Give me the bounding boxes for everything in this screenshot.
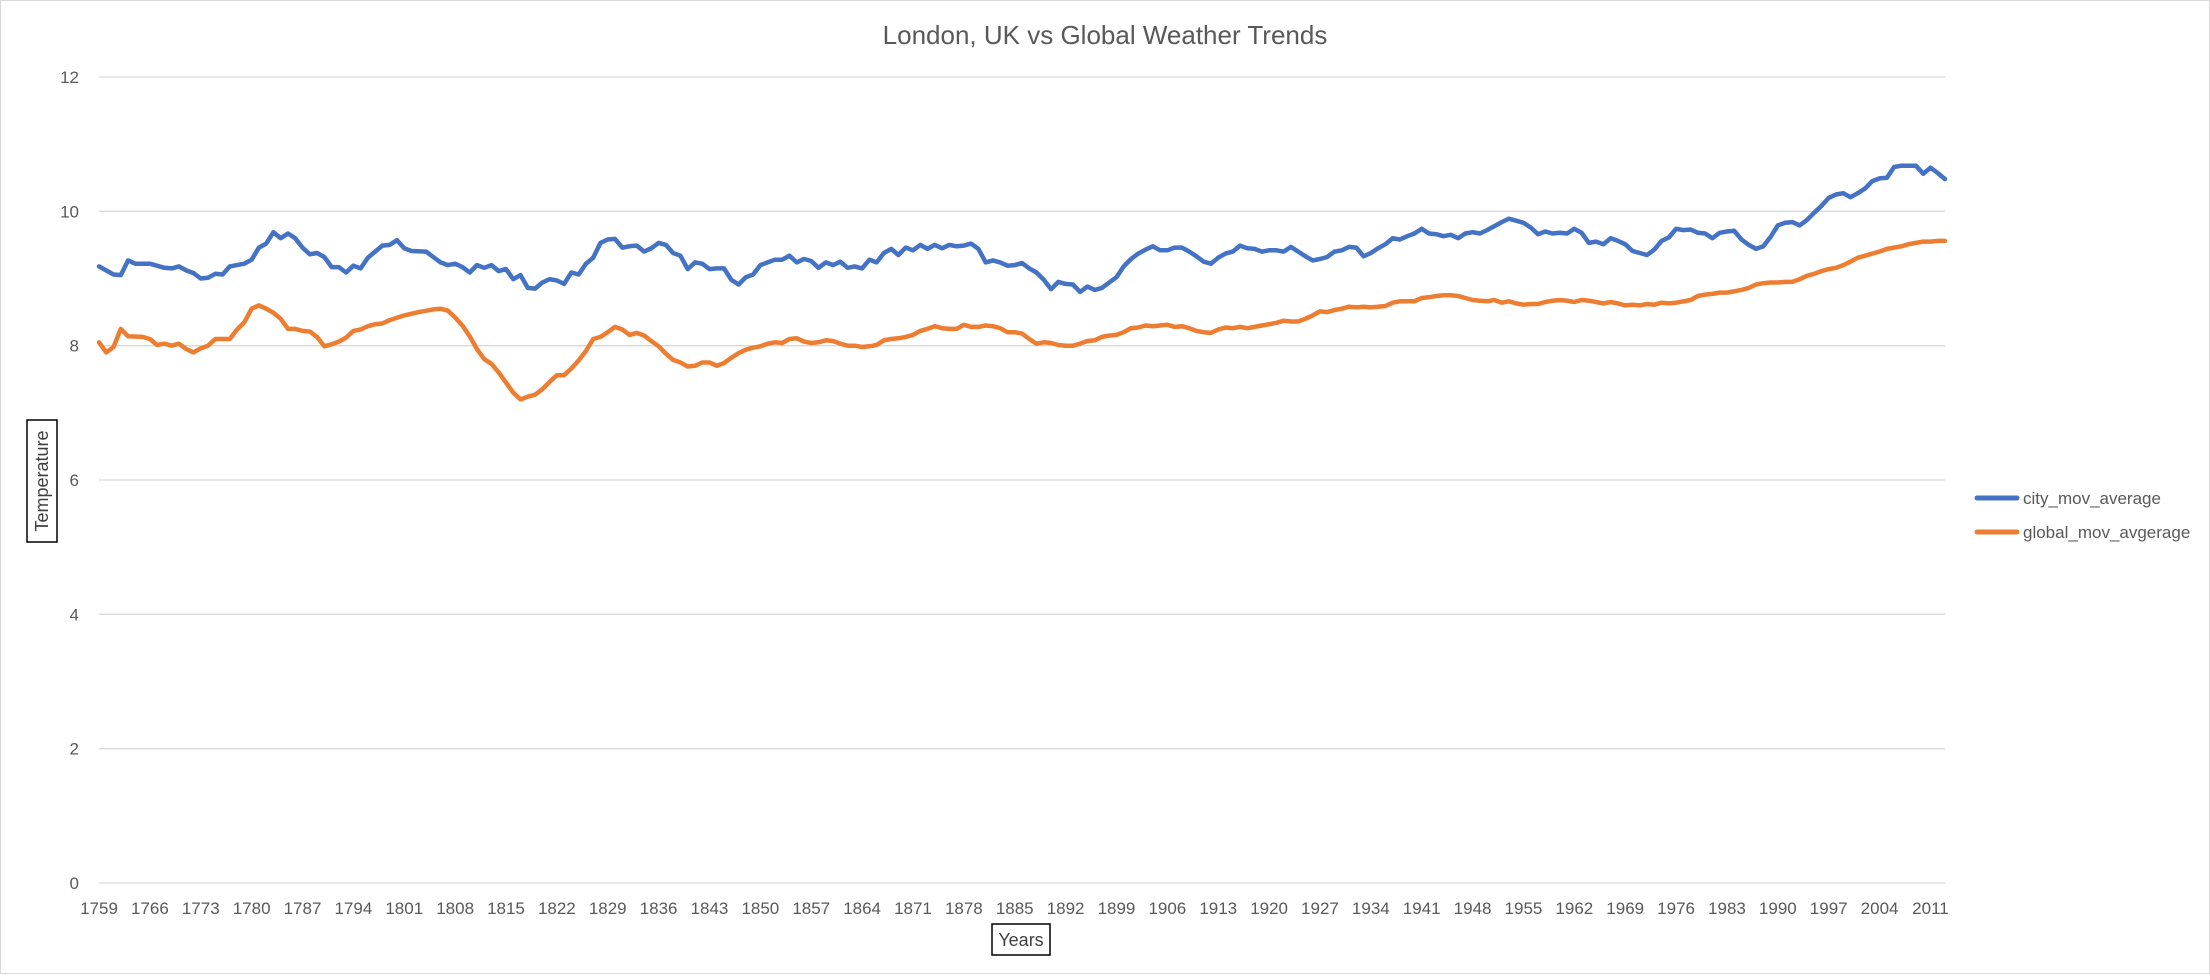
y-tick-label: 12: [60, 68, 79, 87]
x-tick-label: 1850: [741, 899, 779, 918]
x-tick-label: 1899: [1098, 899, 1136, 918]
x-tick-label: 1808: [436, 899, 474, 918]
x-tick-label: 1962: [1555, 899, 1593, 918]
x-tick-label: 1864: [843, 899, 881, 918]
x-axis-ticks: 1759 1766 1773 1780 1787 1794 1801 1808 1815 1822…: [80, 899, 1949, 918]
y-axis-title: Temperature: [32, 430, 52, 531]
x-tick-label: 1871: [894, 899, 932, 918]
x-tick-label: 1955: [1505, 899, 1543, 918]
x-tick-label: 1759: [80, 899, 118, 918]
x-tick-label: 1787: [284, 899, 322, 918]
x-tick-label: 1836: [640, 899, 678, 918]
x-tick-label: 1801: [385, 899, 423, 918]
y-tick-label: 2: [70, 740, 79, 759]
y-tick-label: 6: [70, 471, 79, 490]
x-tick-label: 1878: [945, 899, 983, 918]
x-tick-label: 1983: [1708, 899, 1746, 918]
x-axis-title: Years: [998, 930, 1043, 950]
x-tick-label: 2011: [1912, 899, 1949, 918]
x-axis-title-box: [991, 923, 1051, 956]
series-line-global_mov_avgerage: [96, 238, 1948, 402]
x-tick-label: 1857: [792, 899, 830, 918]
x-tick-label: 1934: [1352, 899, 1390, 918]
x-tick-label: 1948: [1454, 899, 1492, 918]
y-tick-label: 8: [70, 337, 79, 356]
y-tick-label: 0: [70, 874, 79, 893]
x-tick-label: 1927: [1301, 899, 1339, 918]
series-line-city_mov_average: [96, 163, 1948, 295]
x-tick-label: 1920: [1250, 899, 1288, 918]
legend-label: city_mov_average: [2023, 489, 2161, 508]
x-tick-label: 1990: [1759, 899, 1797, 918]
x-tick-label: 1773: [182, 899, 220, 918]
chart-title: London, UK vs Global Weather Trends: [883, 20, 1328, 50]
x-tick-label: 1997: [1810, 899, 1848, 918]
series-lines: [96, 163, 1948, 402]
y-axis-ticks: 0 2 4 6 8 10 12: [60, 68, 79, 893]
y-tick-label: 10: [60, 202, 79, 221]
gridlines: [99, 76, 1945, 884]
x-tick-label: 1843: [691, 899, 729, 918]
x-tick-label: 1892: [1047, 899, 1085, 918]
x-tick-label: 1913: [1199, 899, 1237, 918]
x-tick-label: 1969: [1606, 899, 1644, 918]
x-tick-label: 1766: [131, 899, 169, 918]
legend: city_mov_average global_mov_avgerage: [1974, 489, 2190, 542]
x-tick-label: 1822: [538, 899, 576, 918]
legend-label: global_mov_avgerage: [2023, 523, 2190, 542]
x-tick-label: 1906: [1148, 899, 1186, 918]
y-axis-title-box: [26, 419, 58, 543]
x-tick-label: 1815: [487, 899, 525, 918]
y-tick-label: 4: [70, 605, 79, 624]
x-tick-label: 1829: [589, 899, 627, 918]
x-tick-label: 2004: [1861, 899, 1899, 918]
x-tick-label: 1941: [1403, 899, 1441, 918]
x-tick-label: 1885: [996, 899, 1034, 918]
x-tick-label: 1976: [1657, 899, 1695, 918]
x-tick-label: 1794: [334, 899, 372, 918]
x-tick-label: 1780: [233, 899, 271, 918]
